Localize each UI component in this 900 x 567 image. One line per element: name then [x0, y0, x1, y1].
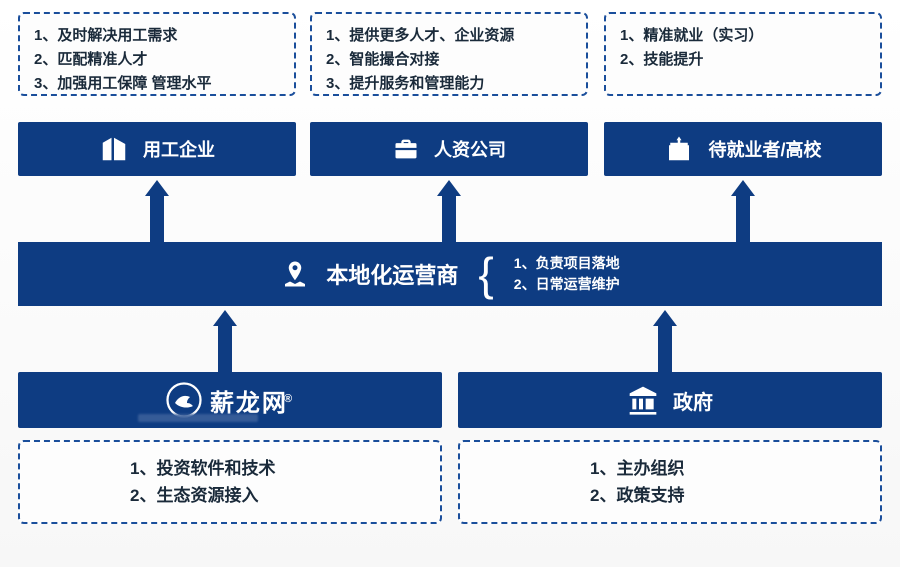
arrow-up-icon	[438, 180, 460, 242]
list-item: 2、政策支持	[590, 482, 866, 509]
brace-icon: {	[478, 251, 493, 297]
list-item: 1、投资软件和技术	[130, 455, 426, 482]
operator-icon	[280, 259, 310, 289]
government-icon	[627, 384, 659, 416]
mid-box-label: 人资公司	[434, 136, 506, 162]
top-dashed-box-1: 1、及时解决用工需求 2、匹配精准人才 3、加强用工保障 管理水平	[18, 12, 296, 96]
list-item: 1、提供更多人才、企业资源	[326, 24, 572, 48]
list-item: 2、智能撮合对接	[326, 48, 572, 72]
list-item: 1、负责项目落地	[514, 253, 620, 274]
briefcase-icon	[392, 135, 420, 163]
mid-box-label: 待就业者/高校	[708, 136, 821, 162]
list-item: 3、加强用工保障 管理水平	[34, 72, 280, 96]
list-item: 1、主办组织	[590, 455, 866, 482]
arrow-up-icon	[146, 180, 168, 242]
bottom-dashed-box-1: 1、投资软件和技术 2、生态资源接入	[18, 440, 442, 524]
school-icon	[664, 134, 694, 164]
diagram-canvas: 1、及时解决用工需求 2、匹配精准人才 3、加强用工保障 管理水平 1、提供更多…	[0, 0, 900, 567]
mid-box-jobseeker-school: 待就业者/高校	[604, 122, 882, 176]
top-dashed-box-3: 1、精准就业（实习） 2、技能提升	[604, 12, 882, 96]
list-item: 2、生态资源接入	[130, 482, 426, 509]
list-item: 2、技能提升	[620, 48, 866, 72]
building-icon	[99, 134, 129, 164]
arrow-up-icon	[732, 180, 754, 242]
bottom-dashed-box-2: 1、主办组织 2、政策支持	[458, 440, 882, 524]
logo-text: 薪龙网®	[210, 383, 294, 418]
list-item: 1、及时解决用工需求	[34, 24, 280, 48]
bottom-box-label: 政府	[673, 386, 713, 415]
center-bar-sublist: 1、负责项目落地 2、日常运营维护	[514, 253, 620, 295]
bottom-box-xinlong: 薪龙网®	[18, 372, 442, 428]
logo-subtext-blur	[138, 414, 258, 422]
xinlong-logo: 薪龙网®	[166, 382, 294, 418]
top-dashed-box-2: 1、提供更多人才、企业资源 2、智能撮合对接 3、提升服务和管理能力	[310, 12, 588, 96]
list-item: 2、匹配精准人才	[34, 48, 280, 72]
list-item: 3、提升服务和管理能力	[326, 72, 572, 96]
arrow-up-icon	[654, 310, 676, 372]
list-item: 2、日常运营维护	[514, 274, 620, 295]
mid-box-label: 用工企业	[143, 136, 215, 162]
list-item: 1、精准就业（实习）	[620, 24, 866, 48]
center-bar-local-operator: 本地化运营商 { 1、负责项目落地 2、日常运营维护	[18, 242, 882, 306]
mid-box-enterprise: 用工企业	[18, 122, 296, 176]
bottom-box-government: 政府	[458, 372, 882, 428]
arrow-up-icon	[214, 310, 236, 372]
center-bar-title: 本地化运营商	[326, 258, 458, 290]
dragon-logo-icon	[166, 382, 202, 418]
mid-box-hr-company: 人资公司	[310, 122, 588, 176]
